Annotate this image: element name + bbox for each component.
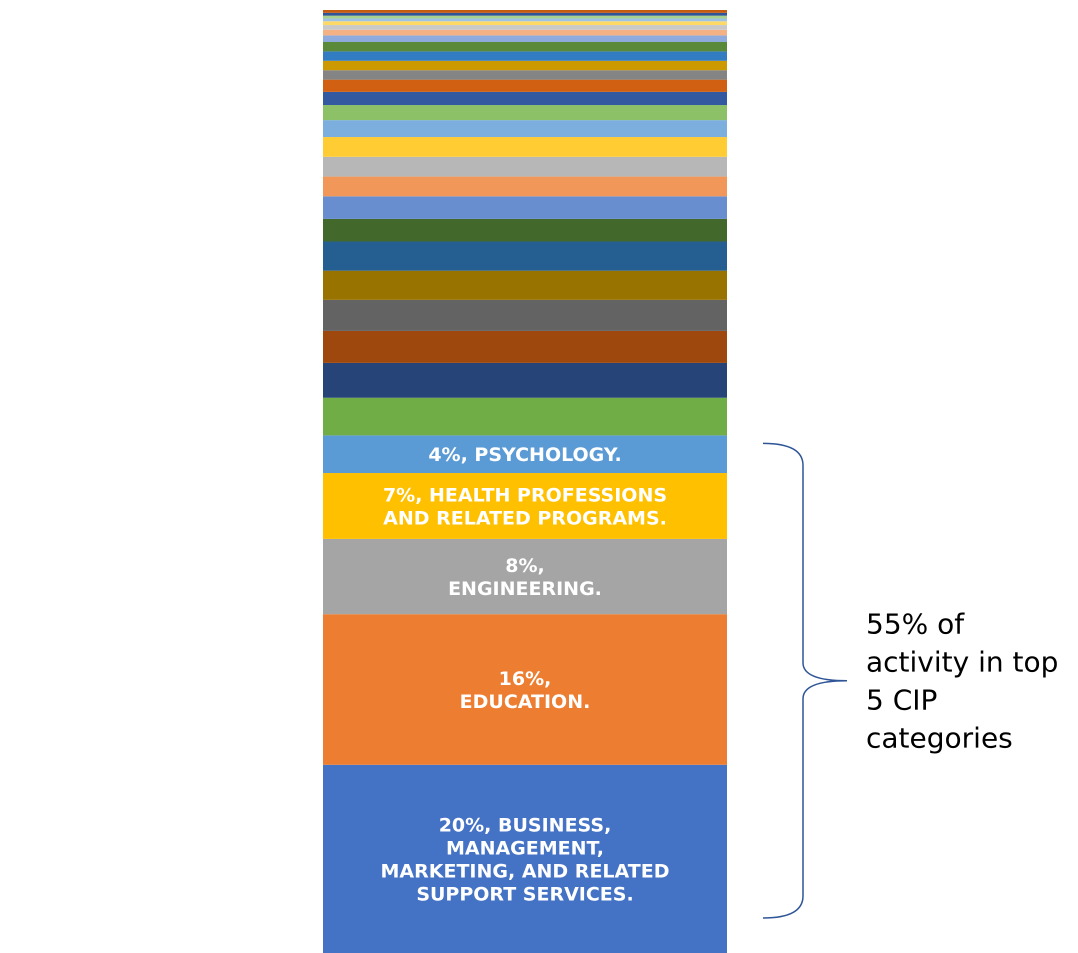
- bar-segment-32: [323, 10, 727, 13]
- bar-segment-28: [323, 21, 727, 26]
- bar-segment-10: [323, 270, 727, 300]
- bar-segment-15: [323, 156, 727, 177]
- bar-segment-3: [323, 538, 727, 615]
- annotation-bracket: [762, 442, 848, 919]
- segment-label-line: 20%, BUSINESS,: [439, 814, 612, 836]
- bar-segment-7: [323, 362, 727, 398]
- segment-label-2: 16%, EDUCATION.: [460, 668, 591, 713]
- bar-segment-2: [323, 614, 727, 765]
- segment-label-line: 8%,: [505, 555, 544, 577]
- annotation-text: 55% of activity in top 5 CIP categories: [866, 608, 1058, 755]
- bar-segment-30: [323, 15, 727, 19]
- segment-label-3: 8%, ENGINEERING.: [448, 555, 602, 600]
- bar-segment-16: [323, 137, 727, 157]
- segment-label-line: 16%,: [499, 668, 552, 690]
- bar-segment-31: [323, 12, 727, 16]
- bar-segment-23: [323, 51, 727, 61]
- segment-label-line: AND RELATED PROGRAMS.: [383, 507, 667, 529]
- segment-label-line: ENGINEERING.: [448, 578, 602, 600]
- bar-segment-13: [323, 196, 727, 219]
- bar-segment-11: [323, 241, 727, 271]
- bar-segment-24: [323, 41, 727, 52]
- segment-label-line: 7%, HEALTH PROFESSIONS: [383, 484, 667, 506]
- bar-segment-6: [323, 397, 727, 436]
- annotation-line: activity in top: [866, 646, 1058, 679]
- bar-segment-20: [323, 79, 727, 92]
- segment-label-line: MARKETING, AND RELATED: [381, 860, 670, 882]
- bar-segment-19: [323, 91, 727, 106]
- segment-label-line: SUPPORT SERVICES.: [416, 883, 633, 905]
- annotation-line: 55% of: [866, 608, 965, 641]
- bar-segment-4: [323, 473, 727, 539]
- bar-segment-17: [323, 120, 727, 138]
- bar-segments: [323, 10, 727, 953]
- bar-segment-1: [323, 764, 727, 953]
- bar-segment-5: [323, 435, 727, 474]
- segment-label-line: 4%, PSYCHOLOGY.: [428, 444, 621, 466]
- annotation-line: 5 CIP: [866, 684, 937, 717]
- bar-segment-9: [323, 299, 727, 331]
- segment-label-line: MANAGEMENT,: [446, 837, 604, 859]
- segment-labels: 20%, BUSINESS, MANAGEMENT, MARKETING, AND …: [381, 444, 670, 905]
- bar-segment-21: [323, 70, 727, 80]
- bar-segment-27: [323, 25, 727, 30]
- bar-segment-12: [323, 218, 727, 242]
- bar-segment-29: [323, 18, 727, 22]
- segment-label-5: 4%, PSYCHOLOGY.: [428, 444, 621, 466]
- bar-segment-8: [323, 330, 727, 363]
- annotation-line: categories: [866, 722, 1013, 755]
- segment-label-line: EDUCATION.: [460, 691, 591, 713]
- segment-label-4: 7%, HEALTH PROFESSIONS AND RELATED PROGRA…: [383, 484, 667, 529]
- bar-segment-18: [323, 105, 727, 121]
- bar-segment-25: [323, 35, 727, 42]
- segment-label-1: 20%, BUSINESS, MANAGEMENT, MARKETING, AND …: [381, 814, 670, 905]
- bar-segment-22: [323, 60, 727, 71]
- bar-segment-14: [323, 176, 727, 197]
- bar-segment-26: [323, 29, 727, 36]
